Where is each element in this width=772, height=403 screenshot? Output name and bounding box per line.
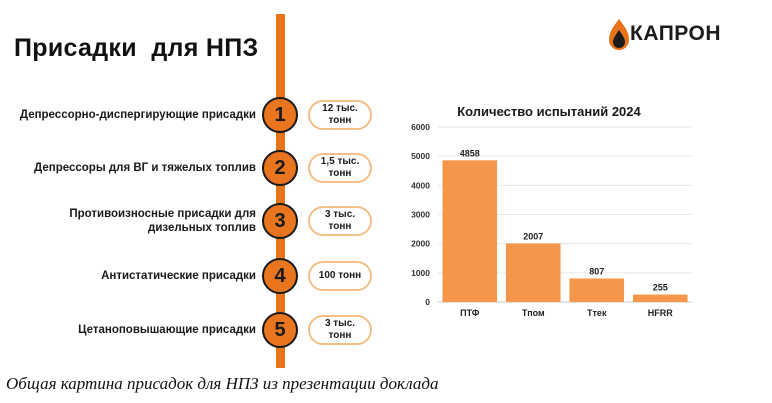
volume-line-2: тонн <box>328 221 352 232</box>
y-tick-label: 3000 <box>411 210 430 220</box>
y-tick-label: 1000 <box>411 268 430 278</box>
additive-volume-badge: 1,5 тыс. тонн <box>308 153 372 183</box>
volume-line-2: тонн <box>328 115 352 126</box>
additive-volume-badge: 3 тыс. тонн <box>308 206 372 236</box>
bar-data-label: 255 <box>653 283 668 293</box>
bar <box>505 243 561 302</box>
additive-volume-badge: 3 тыс. тонн <box>308 315 372 345</box>
volume-line-1: 3 тыс. <box>324 209 356 220</box>
slide: Присадки для НПЗ КАПРОН Депрессорно-дисп… <box>14 14 722 368</box>
volume-line-2: тонн <box>328 330 352 341</box>
additive-label: Депрессорно-диспергирующие присадки <box>19 109 256 121</box>
timeline-line <box>276 14 285 368</box>
additive-number: 3 <box>262 203 298 239</box>
flame-drop-icon <box>609 19 629 50</box>
y-tick-label: 5000 <box>411 151 430 161</box>
x-tick-label: ПТФ <box>460 308 480 318</box>
bar-data-label: 2007 <box>523 231 543 241</box>
volume-line-1: 100 тонн <box>318 270 362 281</box>
bar-chart: 0 1000 2000 3000 4000 5000 6000 4858 ПТФ 2007 Тпом… <box>411 122 692 318</box>
bar-data-label: 4858 <box>460 148 480 158</box>
additive-number: 5 <box>262 312 298 348</box>
y-tick-label: 0 <box>425 297 430 307</box>
y-tick-label: 2000 <box>411 239 430 249</box>
additive-number: 4 <box>262 258 298 294</box>
volume-line-1: 3 тыс. <box>324 318 356 329</box>
additive-number: 2 <box>262 150 298 186</box>
volume-line-2: тонн <box>328 168 352 179</box>
y-tick-label: 4000 <box>411 180 430 190</box>
logo-text: КАПРОН <box>630 22 722 45</box>
additive-number: 1 <box>262 97 298 133</box>
page-title: Присадки для НПЗ <box>14 34 259 62</box>
additive-label: Цетаноповышающие присадки <box>78 324 256 336</box>
x-tick-label: Тпом <box>522 308 545 318</box>
figure-caption: Общая картина присадок для НПЗ из презен… <box>6 374 439 393</box>
additive-label: Депрессоры для ВГ и тяжелых топлив <box>34 162 256 174</box>
chart-title: Количество испытаний 2024 <box>457 104 641 119</box>
x-tick-label: HFRR <box>648 308 673 318</box>
additive-volume-badge: 100 тонн <box>308 261 372 291</box>
additive-volume-badge: 12 тыс. тонн <box>308 100 372 130</box>
bar <box>569 278 625 302</box>
bar <box>442 160 498 302</box>
additive-label: Противоизносные присадки для дизельных т… <box>69 208 256 234</box>
volume-line-1: 1,5 тыс. <box>320 156 360 167</box>
bar <box>632 294 688 302</box>
volume-line-1: 12 тыс. <box>322 103 358 114</box>
y-tick-label: 6000 <box>411 122 430 132</box>
x-tick-label: Ттек <box>587 308 607 318</box>
bar-data-label: 807 <box>589 266 604 276</box>
additive-label: Антистатические присадки <box>101 270 256 282</box>
